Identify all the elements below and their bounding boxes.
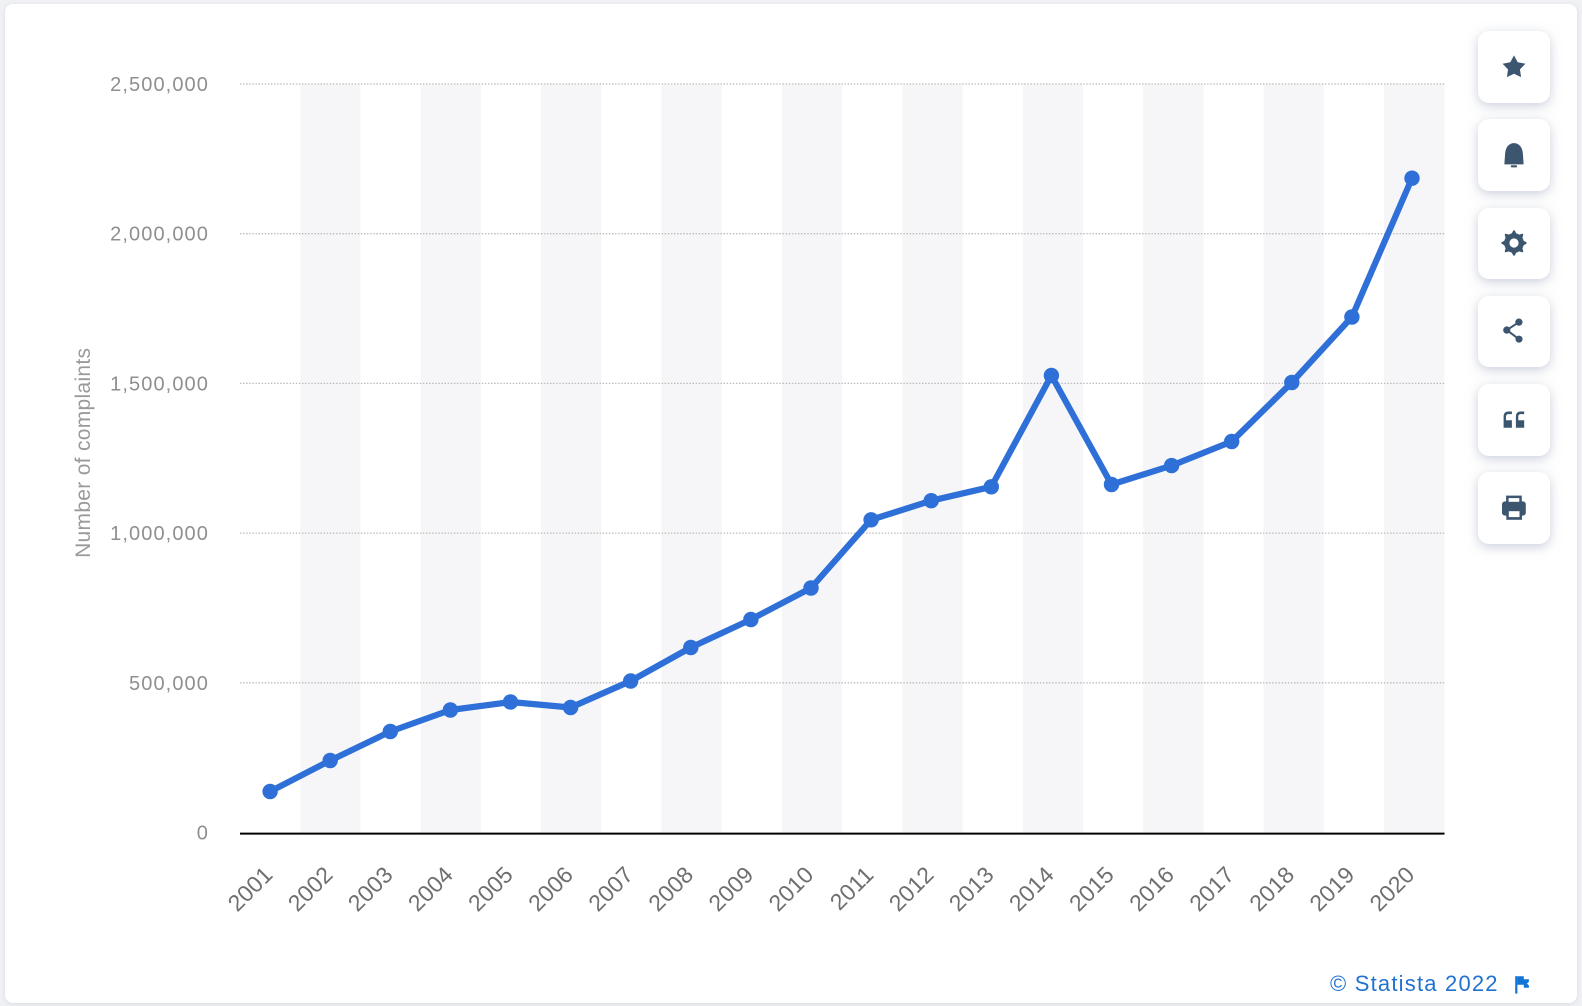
svg-text:2001: 2001 [223,861,278,916]
svg-text:2011: 2011 [825,861,879,915]
svg-text:2019: 2019 [1304,861,1359,916]
svg-text:2013: 2013 [944,861,999,916]
svg-text:2,000,000: 2,000,000 [110,224,209,246]
svg-text:2014: 2014 [1004,861,1059,916]
svg-text:2002: 2002 [283,861,338,916]
svg-text:500,000: 500,000 [129,673,209,695]
svg-text:2012: 2012 [884,861,939,916]
svg-text:2008: 2008 [643,861,698,916]
svg-text:1,000,000: 1,000,000 [110,523,209,545]
svg-text:2015: 2015 [1064,861,1119,916]
svg-text:2005: 2005 [463,861,518,916]
svg-text:2006: 2006 [523,861,578,916]
svg-text:0: 0 [197,823,209,845]
svg-text:2010: 2010 [763,861,818,916]
svg-text:2007: 2007 [583,861,638,916]
svg-text:2020: 2020 [1364,861,1419,916]
svg-text:2,500,000: 2,500,000 [110,74,209,96]
svg-text:2017: 2017 [1184,861,1239,916]
svg-text:2018: 2018 [1244,861,1299,916]
svg-text:2016: 2016 [1124,861,1179,916]
svg-text:2003: 2003 [343,861,398,916]
svg-text:2009: 2009 [703,861,758,916]
svg-text:1,500,000: 1,500,000 [110,373,209,395]
svg-text:2004: 2004 [403,861,458,916]
svg-text:Number of complaints: Number of complaints [72,348,95,558]
